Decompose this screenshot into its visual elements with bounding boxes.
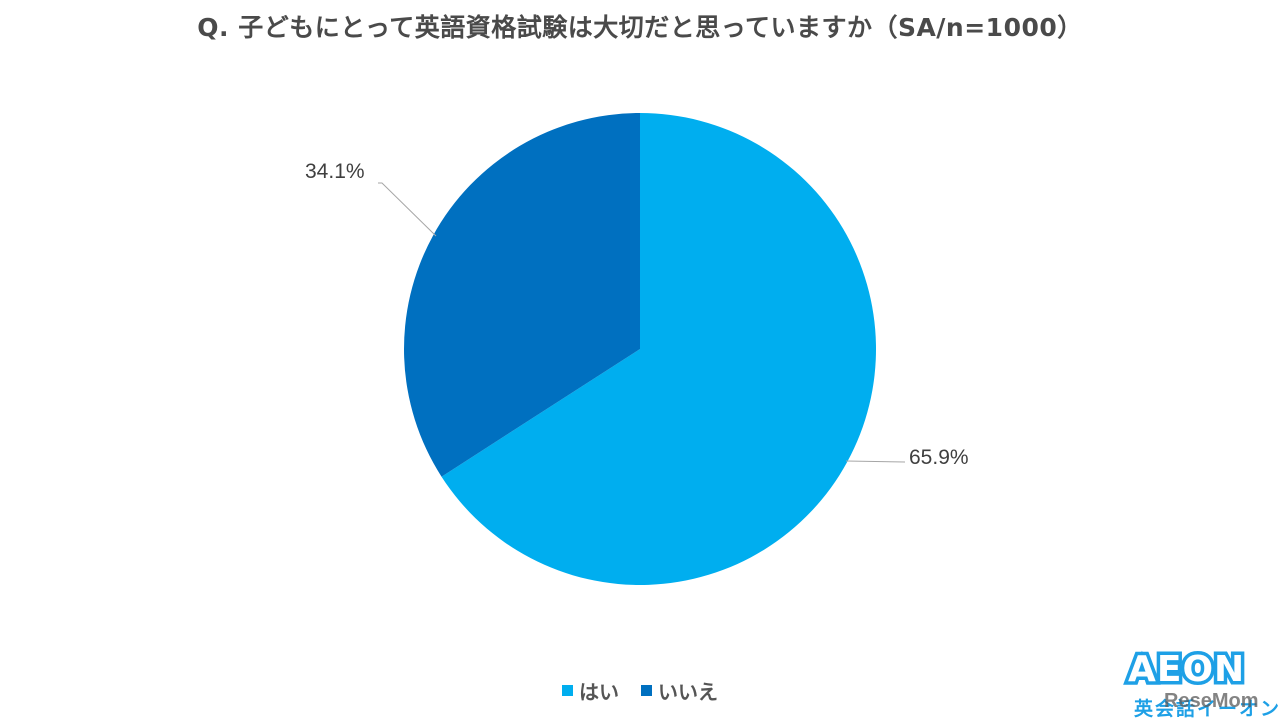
pie-slice-yes bbox=[441, 113, 877, 585]
logo-wordmark: AEON bbox=[1124, 646, 1247, 693]
leader-line-yes bbox=[845, 460, 906, 463]
pie-slice-no bbox=[404, 113, 640, 477]
leader-line-no bbox=[378, 182, 437, 237]
legend-swatch-yes bbox=[562, 685, 573, 696]
aeon-logo: AEON 英会話イーオン bbox=[1124, 646, 1280, 720]
watermark: ReseMom bbox=[1164, 690, 1259, 712]
legend-swatch-no bbox=[641, 685, 652, 696]
legend-label-no: いいえ bbox=[658, 680, 718, 704]
chart-title: Q. 子どもにとって英語資格試験は大切だと思っていますか（SA/n=1000） bbox=[197, 13, 1083, 42]
data-label-yes: 65.9% bbox=[909, 446, 969, 469]
legend-label-yes: はい bbox=[579, 680, 619, 704]
legend-item-yes: はい bbox=[562, 676, 619, 705]
logo-subtitle: 英会話イーオン bbox=[1134, 698, 1280, 720]
legend-item-no: いいえ bbox=[641, 676, 718, 705]
chart-legend: はい いいえ bbox=[0, 676, 1280, 705]
data-label-no: 34.1% bbox=[305, 160, 365, 183]
